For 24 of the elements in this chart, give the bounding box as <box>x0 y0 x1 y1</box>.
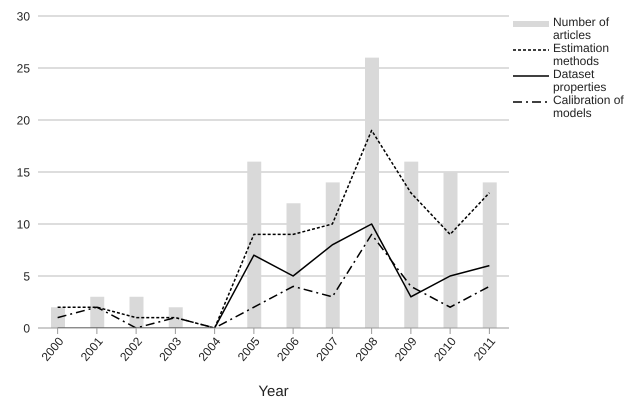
bar <box>286 203 300 328</box>
legend-label: Dataset properties <box>553 67 608 94</box>
x-axis-title: Year <box>258 383 289 400</box>
line-series <box>56 130 490 328</box>
y-tick-label: 5 <box>23 269 30 284</box>
bar <box>130 296 144 328</box>
legend-label: Estimation methods <box>553 41 610 68</box>
y-tick-label: 10 <box>16 217 30 232</box>
bar <box>326 182 340 328</box>
y-tick-label: 15 <box>16 165 30 180</box>
bar <box>51 307 65 328</box>
bar <box>404 162 418 328</box>
y-tick-label: 30 <box>16 9 30 24</box>
bar <box>482 182 497 328</box>
bar <box>444 172 458 328</box>
bar <box>90 296 104 328</box>
bar <box>365 58 379 328</box>
bar <box>247 162 262 328</box>
legend-label: Number of articles <box>553 15 610 42</box>
legend-label: Calibration of models <box>553 93 625 120</box>
bar <box>168 307 183 328</box>
y-tick-label: 25 <box>16 61 30 76</box>
y-tick-label: 20 <box>16 113 30 128</box>
y-tick-label: 0 <box>23 321 30 336</box>
